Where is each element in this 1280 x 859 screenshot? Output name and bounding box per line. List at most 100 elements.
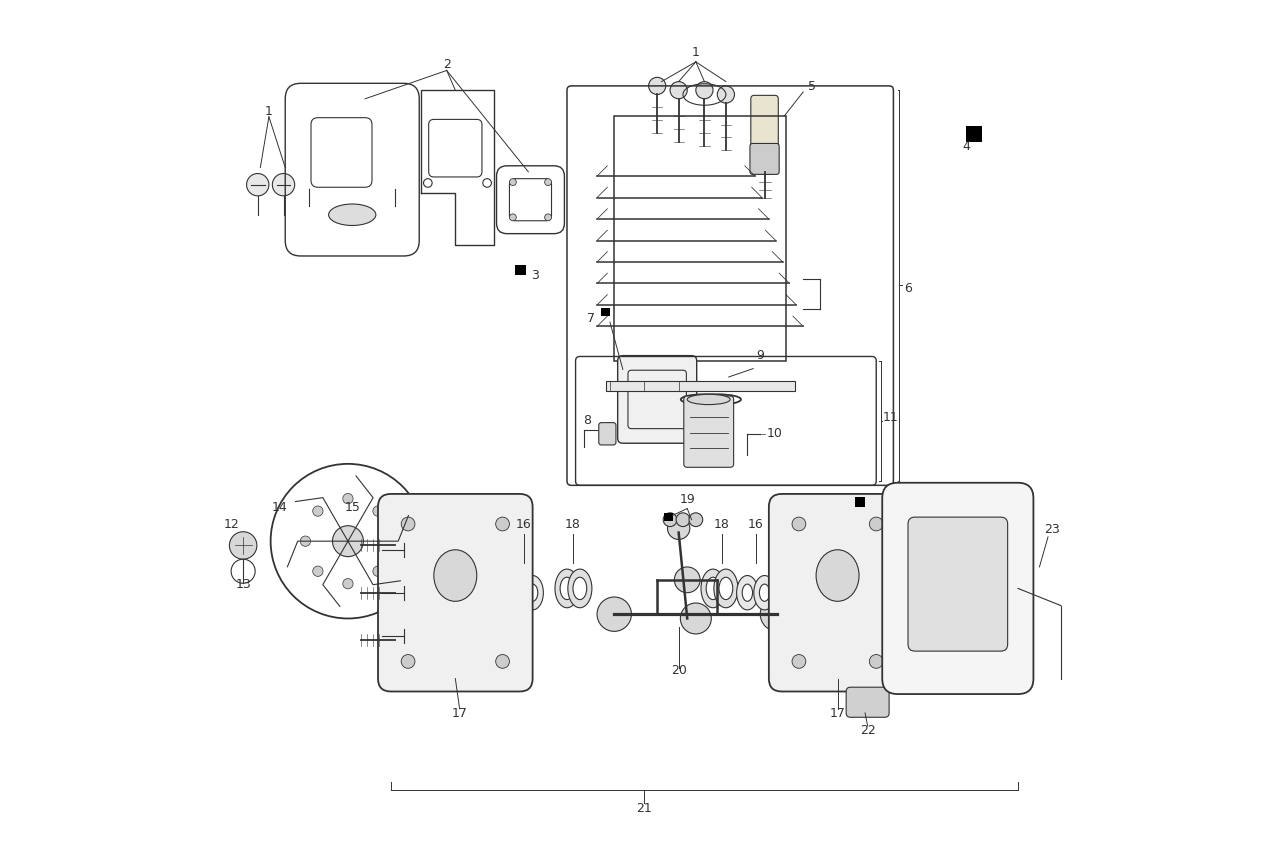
Circle shape xyxy=(545,214,552,221)
Ellipse shape xyxy=(759,584,769,601)
FancyBboxPatch shape xyxy=(751,95,778,154)
Text: 23: 23 xyxy=(1044,522,1060,535)
Circle shape xyxy=(229,532,257,559)
Ellipse shape xyxy=(701,570,724,608)
FancyBboxPatch shape xyxy=(750,143,780,174)
Ellipse shape xyxy=(434,550,476,601)
Circle shape xyxy=(792,517,806,531)
Ellipse shape xyxy=(527,584,538,601)
FancyBboxPatch shape xyxy=(769,494,906,691)
Circle shape xyxy=(509,179,516,186)
Circle shape xyxy=(401,655,415,668)
Ellipse shape xyxy=(719,577,732,600)
FancyBboxPatch shape xyxy=(599,423,616,445)
Circle shape xyxy=(387,631,403,649)
FancyBboxPatch shape xyxy=(378,494,532,691)
Text: 1: 1 xyxy=(265,105,273,119)
Circle shape xyxy=(509,214,516,221)
Circle shape xyxy=(343,493,353,503)
Bar xyxy=(605,381,795,391)
Circle shape xyxy=(312,566,323,576)
Bar xyxy=(516,265,526,275)
Circle shape xyxy=(372,566,383,576)
Text: 16: 16 xyxy=(516,518,532,531)
Circle shape xyxy=(343,579,353,589)
Ellipse shape xyxy=(511,584,521,601)
Text: 10: 10 xyxy=(767,427,783,441)
Text: 18: 18 xyxy=(714,518,730,531)
Text: 18: 18 xyxy=(564,518,581,531)
Text: 3: 3 xyxy=(531,269,539,282)
Text: 19: 19 xyxy=(680,492,695,505)
Circle shape xyxy=(247,174,269,196)
Bar xyxy=(602,308,611,316)
Text: 16: 16 xyxy=(748,518,764,531)
Circle shape xyxy=(649,77,666,94)
Circle shape xyxy=(401,517,415,531)
Circle shape xyxy=(273,174,294,196)
Circle shape xyxy=(312,506,323,516)
Circle shape xyxy=(869,517,883,531)
Text: 14: 14 xyxy=(271,501,287,514)
Circle shape xyxy=(387,537,403,554)
FancyBboxPatch shape xyxy=(684,396,733,467)
Ellipse shape xyxy=(568,570,591,608)
Ellipse shape xyxy=(754,576,776,610)
Circle shape xyxy=(869,655,883,668)
Text: 15: 15 xyxy=(344,501,360,514)
Circle shape xyxy=(495,517,509,531)
Circle shape xyxy=(689,513,703,527)
Bar xyxy=(614,116,786,361)
Circle shape xyxy=(717,86,735,103)
Circle shape xyxy=(663,513,677,527)
FancyBboxPatch shape xyxy=(846,687,890,717)
Text: 17: 17 xyxy=(829,707,846,720)
Text: 21: 21 xyxy=(636,801,653,814)
Ellipse shape xyxy=(522,576,544,610)
FancyBboxPatch shape xyxy=(618,356,696,443)
Circle shape xyxy=(760,597,795,631)
Text: 9: 9 xyxy=(756,349,764,362)
Circle shape xyxy=(333,526,364,557)
Ellipse shape xyxy=(556,570,579,608)
Bar xyxy=(855,497,865,507)
Text: 12: 12 xyxy=(224,518,239,531)
Ellipse shape xyxy=(687,394,730,405)
Text: 7: 7 xyxy=(588,312,595,325)
Text: 4: 4 xyxy=(963,140,970,153)
Text: 1: 1 xyxy=(692,46,700,58)
Bar xyxy=(664,513,673,521)
Circle shape xyxy=(667,517,690,539)
Ellipse shape xyxy=(714,570,739,608)
Circle shape xyxy=(545,179,552,186)
Circle shape xyxy=(676,513,690,527)
Circle shape xyxy=(669,82,687,99)
Circle shape xyxy=(372,506,383,516)
Ellipse shape xyxy=(504,576,526,610)
Circle shape xyxy=(495,655,509,668)
Ellipse shape xyxy=(329,204,376,225)
Text: 11: 11 xyxy=(882,411,899,423)
Text: 20: 20 xyxy=(671,664,686,677)
Ellipse shape xyxy=(736,576,758,610)
Text: 13: 13 xyxy=(236,578,251,591)
Ellipse shape xyxy=(573,577,586,600)
Text: 2: 2 xyxy=(443,58,451,71)
Circle shape xyxy=(387,584,403,601)
Circle shape xyxy=(675,567,700,593)
Bar xyxy=(966,126,982,142)
Text: 6: 6 xyxy=(905,282,913,295)
Ellipse shape xyxy=(817,550,859,601)
Circle shape xyxy=(696,82,713,99)
Circle shape xyxy=(596,597,631,631)
Circle shape xyxy=(385,536,396,546)
Text: 8: 8 xyxy=(582,414,591,427)
Circle shape xyxy=(792,655,806,668)
Ellipse shape xyxy=(561,577,573,600)
Text: 17: 17 xyxy=(452,707,467,720)
Circle shape xyxy=(681,603,712,634)
Text: 5: 5 xyxy=(808,80,815,93)
FancyBboxPatch shape xyxy=(908,517,1007,651)
Ellipse shape xyxy=(742,584,753,601)
FancyBboxPatch shape xyxy=(882,483,1033,694)
